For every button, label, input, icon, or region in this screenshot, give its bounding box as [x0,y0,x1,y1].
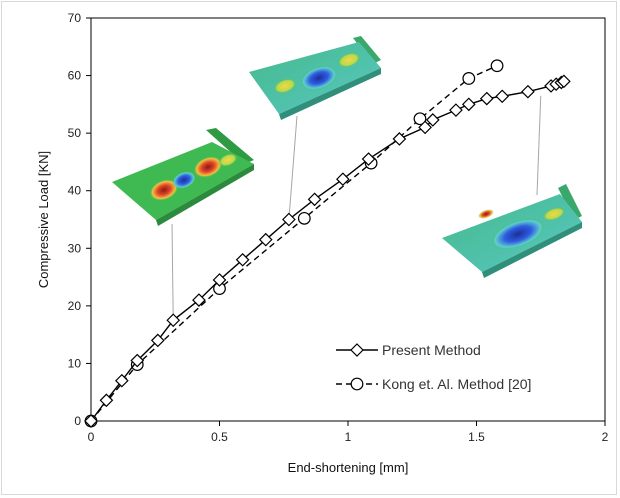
y-tick-label: 60 [68,69,82,83]
inset-right-cold [491,218,545,250]
series-layer [84,59,571,428]
y-tick-label: 50 [68,126,82,140]
y-tick-label: 30 [68,241,82,255]
inset-top-edge [279,68,381,120]
series-1-point [413,112,427,126]
series-1-point [490,59,504,73]
series-0-point [449,103,463,117]
x-tick-label: 2 [602,430,609,444]
series-1-line [90,65,498,422]
series-0-point [425,113,440,127]
inset-left-hot-1 [149,179,179,201]
inset-left-edge [156,164,254,226]
y-tick-label: 0 [74,414,81,428]
legend: Present Method Kong et. Al. Method [20] [336,342,531,392]
inset-left-leader [171,223,174,321]
series-0-point [258,232,273,247]
y-tick-label: 70 [68,11,82,25]
series-0-point [166,313,181,328]
x-tick-label: 0.5 [211,430,228,444]
x-axis-label: End-shortening [mm] [288,460,409,475]
series-0-point [461,97,476,112]
series-0-point [336,172,350,187]
series-0-point [521,84,535,99]
series-0-point [361,152,376,166]
inset-top-flange [353,36,381,64]
series-0-point [557,74,571,89]
series-0-point [235,252,250,267]
x-tick-label: 0 [88,430,95,444]
series-0-point [150,333,165,348]
series-0-point [114,373,129,388]
series-0-point [418,120,432,135]
inset-top-warm-1 [273,78,297,94]
inset-top [249,36,381,120]
inset-right-flange [558,184,582,220]
series-0-point [99,393,114,408]
inset-leader-lines [171,95,542,321]
series-0-point [307,192,322,207]
series-0-point [392,132,407,146]
y-tick-label: 40 [68,184,82,198]
inset-right-leader [536,95,542,196]
legend-marker-1 [350,377,364,391]
y-axis-ticks: 0 10 20 30 40 50 60 70 [68,11,91,428]
inset-left-flange [206,128,254,164]
inset-left [112,128,254,226]
legend-label-1: Kong et. Al. Method [20] [382,376,531,392]
x-axis-ticks: 0 0.5 1 1.5 2 [88,421,609,444]
inset-right-edge [482,222,582,278]
y-tick-label: 20 [68,299,82,313]
series-0-point [479,91,494,106]
series-1-point [297,211,311,225]
inset-left-cold [172,171,196,189]
inset-left-warm [218,153,238,167]
series-0-point [84,414,98,428]
y-tick-label: 10 [68,356,82,370]
series-0-point [192,293,206,307]
x-tick-label: 1 [345,430,352,444]
series-0-point [212,273,227,287]
series-0-point [495,89,510,104]
inset-left-hot-2 [193,156,223,178]
series-0-point [130,353,145,368]
series-1 [84,59,504,428]
legend-marker-0 [350,343,364,357]
inset-top-warm-2 [337,52,361,68]
inset-right-hot [478,209,494,219]
series-1-point [462,72,476,85]
series-0-point [282,212,296,227]
y-axis-label: Compressive Load [KN] [36,151,51,288]
series-0 [84,74,571,428]
inset-right [442,184,582,278]
inset-top-cold [300,65,338,91]
x-tick-label: 1.5 [468,430,485,444]
legend-label-0: Present Method [382,342,481,358]
inset-right-warm [542,207,566,221]
inset-top-leader [288,115,298,220]
